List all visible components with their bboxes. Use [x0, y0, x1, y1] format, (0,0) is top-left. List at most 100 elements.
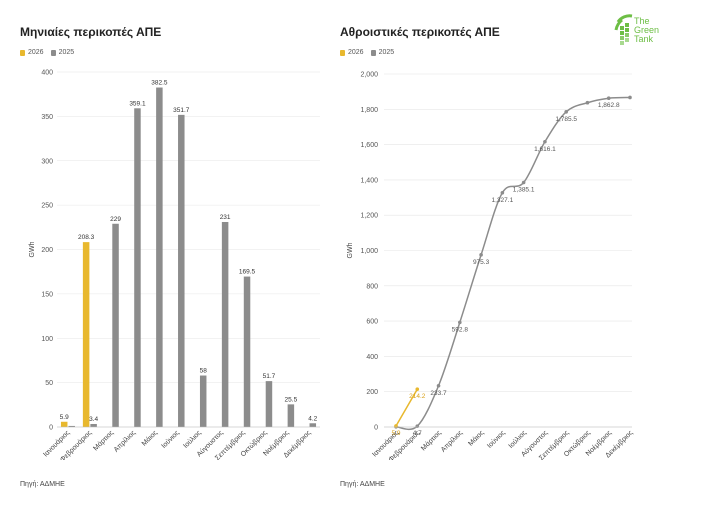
bar-2025 — [221, 221, 229, 427]
green-tank-logo: The Green Tank — [614, 14, 674, 50]
data-label: 1,327.1 — [492, 197, 514, 204]
data-label: 58 — [200, 368, 208, 375]
data-label: 25.5 — [285, 396, 298, 403]
data-label: 1,862.8 — [598, 102, 620, 109]
line-chart-title: Αθροιστικές περικοπές ΑΠΕ — [340, 25, 500, 39]
data-label: 382.5 — [151, 80, 168, 87]
y-tick-label: 2,000 — [360, 72, 378, 79]
data-label: 1,385.1 — [513, 187, 535, 194]
legend-label-2026: 2026 — [348, 49, 364, 56]
data-point-2025 — [436, 383, 441, 388]
series-line-2026 — [395, 388, 418, 427]
x-tick-label: Απρίλιος — [439, 428, 464, 453]
bar-2025 — [178, 114, 185, 428]
logo-mark-icon — [614, 14, 633, 45]
legend-swatch-2025 — [50, 49, 56, 56]
data-label: 208.3 — [78, 234, 95, 241]
data-point-2025 — [585, 100, 590, 105]
legend-swatch-2026 — [340, 49, 345, 56]
x-tick-label: Ιούνιος — [486, 428, 508, 450]
x-tick-label: Ιούλιος — [507, 428, 529, 450]
x-tick-label: Ιούλιος — [182, 428, 204, 450]
bar-2026 — [60, 421, 68, 427]
y-tick-label: 50 — [45, 380, 53, 387]
series-line-2025 — [395, 96, 631, 431]
bar-2026 — [82, 242, 90, 427]
data-label: 229 — [110, 216, 121, 223]
data-label: 5.9 — [391, 430, 400, 437]
bar-2025 — [199, 375, 207, 427]
data-point-2025 — [521, 180, 526, 185]
data-label: 359.1 — [129, 100, 146, 107]
bar-2025 — [156, 87, 163, 427]
data-point-2025 — [564, 110, 568, 114]
bar-chart-title: Μηνιαίες περικοπές ΑΠΕ — [20, 25, 162, 39]
y-tick-label: 1,600 — [360, 142, 378, 149]
y-tick-label: 800 — [366, 283, 378, 290]
data-point-2025 — [458, 320, 462, 325]
y-tick-label: 1,800 — [360, 107, 378, 114]
bar-2025 — [309, 423, 317, 427]
data-label: 51.7 — [263, 373, 276, 380]
data-label: 233.7 — [430, 390, 447, 397]
y-tick-label: 400 — [41, 70, 53, 77]
bar-2025 — [112, 223, 119, 427]
y-tick-label: 250 — [41, 203, 53, 210]
x-tick-label: Ιούνιος — [160, 428, 182, 450]
bar-2025 — [287, 404, 295, 427]
x-tick-label: Μάιος — [467, 428, 486, 447]
legend-label-2026: 2026 — [28, 49, 44, 56]
y-tick-label: 1,200 — [360, 213, 378, 220]
data-point-2025 — [543, 139, 547, 144]
y-tick-label: 300 — [41, 158, 53, 165]
data-label: 5.9 — [60, 414, 69, 421]
logo-text-line3: Tank — [634, 34, 654, 44]
y-tick-label: 600 — [366, 319, 378, 326]
line-chart: 0 200 400 600 800 1,000 1,200 1,400 1,600 1,800 2,… — [347, 72, 635, 461]
data-label: 169.5 — [239, 269, 256, 276]
logo-text-line2: Green — [634, 25, 660, 35]
bar-2025 — [265, 381, 273, 427]
data-point-2025 — [479, 253, 483, 257]
data-label: 231 — [220, 214, 231, 221]
y-tick-label: 1,000 — [360, 248, 378, 255]
y-tick-label: 200 — [41, 247, 53, 254]
legend-label-2025: 2025 — [378, 49, 395, 56]
y-tick-label: 150 — [41, 291, 53, 298]
line-chart-source: Πηγή: ΑΔΜΗΕ — [340, 481, 385, 488]
data-point-2026 — [415, 387, 420, 391]
data-point-2025 — [628, 95, 632, 100]
y-tick-label: 1,400 — [360, 177, 378, 184]
y-tick-label: 400 — [366, 354, 378, 361]
y-tick-label: 200 — [366, 389, 378, 396]
data-label: 1,785.5 — [555, 116, 577, 123]
x-tick-label: Μάιος — [140, 428, 159, 447]
bar-2025 — [243, 276, 251, 427]
data-label: 592.8 — [452, 326, 469, 333]
legend-swatch-2026 — [20, 49, 25, 56]
bar-chart-legend: 2026 2025 — [20, 49, 74, 56]
y-axis-label: GWh — [29, 241, 36, 257]
bar-2025 — [90, 423, 97, 427]
y-axis-label: GWh — [347, 242, 354, 258]
data-point-2025 — [415, 424, 420, 428]
bar-2025 — [134, 108, 141, 427]
data-point-2025 — [606, 96, 611, 101]
y-tick-label: 0 — [49, 425, 53, 432]
legend-label-2025: 2025 — [58, 49, 75, 56]
data-label: 4.7 — [413, 430, 422, 437]
y-tick-label: 100 — [41, 336, 53, 343]
bar-2025 — [68, 425, 75, 427]
y-tick-label: 0 — [374, 425, 378, 432]
logo-text-line1: The — [634, 16, 650, 26]
data-label: 1,616.1 — [534, 146, 556, 153]
bar-chart: 050100150200250300350400GWh5.9Ιανουάριος… — [29, 70, 320, 460]
data-label: 3.4 — [89, 416, 98, 423]
data-label: 4.2 — [308, 415, 317, 422]
data-label: 214.2 — [409, 393, 426, 400]
line-chart-legend: 2026 2025 — [340, 49, 394, 56]
bar-chart-source: Πηγή: ΑΔΜΗΕ — [20, 481, 65, 488]
data-point-2025 — [500, 190, 505, 195]
y-tick-label: 350 — [41, 114, 53, 121]
legend-swatch-2025 — [370, 49, 376, 56]
